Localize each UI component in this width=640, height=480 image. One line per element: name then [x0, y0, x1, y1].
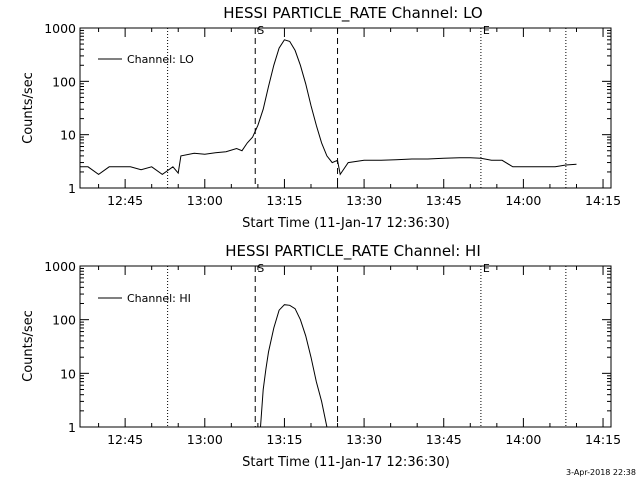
event-marker-label: S — [257, 24, 264, 37]
x-tick-label: 14:00 — [505, 193, 541, 208]
event-marker-label: S — [257, 262, 264, 275]
x-tick-label: 13:00 — [187, 193, 223, 208]
x-tick-label: 13:15 — [266, 432, 302, 447]
legend-label: Channel: HI — [127, 292, 191, 305]
y-tick-label: 100 — [52, 313, 76, 328]
y-tick-label: 10 — [60, 366, 76, 381]
x-tick-label: 13:30 — [346, 193, 382, 208]
y-axis-label: Counts/sec — [21, 310, 36, 382]
chart-title: HESSI PARTICLE_RATE Channel: HI — [225, 242, 481, 261]
series-line — [80, 39, 577, 176]
series-line — [260, 304, 328, 428]
event-marker-label: E — [483, 262, 490, 275]
generation-timestamp: 3-Apr-2018 22:38 — [566, 468, 636, 477]
x-axis-label: Start Time (11-Jan-17 12:36:30) — [242, 455, 450, 470]
x-tick-label: 13:00 — [187, 432, 223, 447]
x-tick-label: 14:15 — [585, 432, 621, 447]
chart-title: HESSI PARTICLE_RATE Channel: LO — [223, 4, 482, 23]
y-tick-label: 100 — [52, 74, 76, 89]
x-tick-label: 12:45 — [107, 432, 143, 447]
event-marker-label: E — [483, 24, 490, 37]
y-tick-label: 10 — [60, 128, 76, 143]
x-tick-label: 13:45 — [426, 193, 462, 208]
x-tick-label: 14:00 — [505, 432, 541, 447]
plot-frame — [79, 27, 612, 189]
x-tick-label: 13:45 — [426, 432, 462, 447]
chart-panel-lo: HESSI PARTICLE_RATE Channel: LO Start Ti… — [21, 4, 621, 231]
plot-frame — [79, 265, 612, 428]
y-axis-label: Counts/sec — [21, 72, 36, 144]
x-tick-label: 13:15 — [266, 193, 302, 208]
x-axis-label: Start Time (11-Jan-17 12:36:30) — [242, 216, 450, 231]
y-tick-label: 1 — [68, 420, 76, 435]
legend-label: Channel: LO — [127, 53, 194, 66]
chart-panel-hi: HESSI PARTICLE_RATE Channel: HI Start Ti… — [21, 242, 621, 470]
y-tick-label: 1 — [68, 181, 76, 196]
x-tick-label: 12:45 — [107, 193, 143, 208]
y-tick-label: 1000 — [44, 259, 76, 274]
x-tick-label: 13:30 — [346, 432, 382, 447]
x-tick-label: 14:15 — [585, 193, 621, 208]
y-tick-label: 1000 — [44, 21, 76, 36]
